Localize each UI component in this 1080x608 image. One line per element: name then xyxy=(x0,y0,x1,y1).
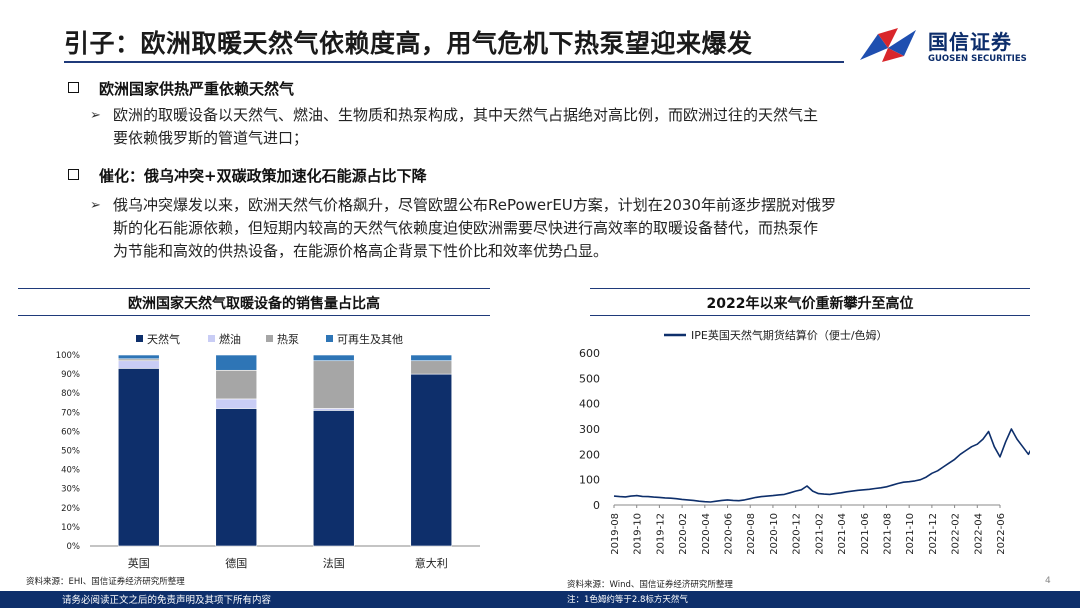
right-chart-source: 资料来源：Wind、国信证券经济研究所整理 xyxy=(567,580,733,590)
bar-segment xyxy=(215,398,258,409)
y-tick-label: 40% xyxy=(61,466,80,476)
x-tick-label: 2022-06 xyxy=(996,513,1007,555)
bar-segment xyxy=(117,368,160,547)
bar-segment xyxy=(215,408,258,547)
x-tick-label: 2021-04 xyxy=(837,513,848,555)
y-tick-label: 10% xyxy=(61,523,80,533)
legend-label-2: 热泵 xyxy=(277,333,299,346)
x-tick-label: 2022-02 xyxy=(951,513,962,555)
stacked-bar-chart: 天然气 燃油 热泵 可再生及其他 0% 10% 20% 30% 40% 50% 60% 70% 80% 9… xyxy=(56,332,480,570)
x-tick-label: 意大利 xyxy=(415,556,448,570)
right-chart-title: 2022年以来气价重新攀升至高位 xyxy=(706,296,914,312)
right-chart-note: 注：1色姆约等于2.8标方天然气 xyxy=(567,595,688,605)
x-tick-label: 2020-04 xyxy=(701,513,712,555)
x-tick-label: 2019-08 xyxy=(610,513,621,555)
legend-label-1: 燃油 xyxy=(219,332,241,346)
bar-segment xyxy=(117,354,160,360)
bar-segment xyxy=(312,410,355,547)
x-tick-label: 英国 xyxy=(128,556,150,570)
legend-label-0: 天然气 xyxy=(147,332,180,346)
guosen-logo: 国信证券 GUOSEN SECURITIES xyxy=(858,24,1038,68)
footer-disclaimer: 请务必阅读正文之后的免责声明及其项下所有内容 xyxy=(62,595,272,606)
x-tick-label: 2020-02 xyxy=(678,513,689,555)
y-tick-label: 70% xyxy=(61,408,80,418)
section1-body: 欧洲的取暖设备以天然气、燃油、生物质和热泵构成，其中天然气占据绝对高比例，而欧洲… xyxy=(113,104,818,150)
bar-segment xyxy=(312,360,355,409)
x-tick-label: 2022-04 xyxy=(973,513,984,555)
section1-heading-text: 欧洲国家供热严重依赖天然气 xyxy=(99,80,295,98)
y-tick-label: 0% xyxy=(67,542,81,552)
left-chart-source: 资料来源：EHI、国信证券经济研究所整理 xyxy=(26,577,185,587)
x-tick-label: 2020-10 xyxy=(769,513,780,555)
price-series-line xyxy=(613,428,1030,503)
section2-line2: 斯的化石能源依赖，但短期内较高的天然气依赖度迫使欧洲需要尽快进行高效率的取暖设备… xyxy=(113,219,819,237)
legend-label: IPE英国天然气期货结算价（便士/色姆） xyxy=(691,328,888,342)
section2-heading: 催化：俄乌冲突+双碳政策加速化石能源占比下降 xyxy=(68,165,427,186)
arrow-bullet-icon: ➢ xyxy=(90,108,101,123)
x-tick-label: 2021-10 xyxy=(905,513,916,555)
page-title: 引子：欧洲取暖天然气依赖度高，用气危机下热泵望迎来爆发 xyxy=(64,29,753,58)
legend-label-3: 可再生及其他 xyxy=(337,332,403,346)
legend-swatch-1 xyxy=(208,335,215,342)
y-tick-label: 100% xyxy=(56,351,80,361)
page-number: 4 xyxy=(1045,576,1051,586)
y-tick-label: 90% xyxy=(61,370,80,380)
title-underline xyxy=(64,61,844,63)
bar-segment xyxy=(215,354,258,371)
bar-segment xyxy=(312,354,355,362)
legend-swatch-2 xyxy=(266,335,273,342)
logo-mark-icon xyxy=(860,28,916,62)
y-tick-label: 80% xyxy=(61,389,80,399)
right-chart-title-rule xyxy=(590,315,1030,316)
section2-line1: 俄乌冲突爆发以来，欧洲天然气价格飙升，尽管欧盟公布RePowerEU方案，计划在… xyxy=(113,196,836,214)
y-tick-label: 50% xyxy=(61,447,80,457)
y-tick-label: 0 xyxy=(593,499,600,512)
y-tick-label: 600 xyxy=(579,347,600,360)
y-tick-label: 20% xyxy=(61,504,80,514)
x-tick-label: 2020-06 xyxy=(724,513,735,555)
bar-segment xyxy=(410,360,453,375)
section1-line2: 要依赖俄罗斯的管道气进口； xyxy=(113,129,309,147)
x-tick-label: 2019-10 xyxy=(633,513,644,555)
logo-chinese: 国信证券 xyxy=(928,30,1012,54)
left-chart-title: 欧洲国家天然气取暖设备的销售量占比高 xyxy=(128,296,380,312)
x-tick-label: 2019-12 xyxy=(655,513,666,555)
bar-segment xyxy=(117,360,160,369)
x-tick-label: 法国 xyxy=(323,556,345,570)
square-bullet-icon xyxy=(68,169,79,180)
x-tick-label: 2020-12 xyxy=(792,513,803,555)
x-tick-label: 2020-08 xyxy=(746,513,757,555)
y-tick-label: 200 xyxy=(579,448,600,461)
section2-heading-text: 催化：俄乌冲突+双碳政策加速化石能源占比下降 xyxy=(99,167,427,185)
x-tick-label: 2021-06 xyxy=(860,513,871,555)
bar-segment xyxy=(410,354,453,362)
x-tick-label: 2021-08 xyxy=(882,513,893,555)
x-tick-label: 2021-02 xyxy=(814,513,825,555)
square-bullet-icon xyxy=(68,82,79,93)
legend-swatch-3 xyxy=(326,335,333,342)
section2-body: 俄乌冲突爆发以来，欧洲天然气价格飙升，尽管欧盟公布RePowerEU方案，计划在… xyxy=(113,194,836,263)
x-tick-label: 德国 xyxy=(225,556,247,570)
y-tick-label: 30% xyxy=(61,485,80,495)
section2-line3: 为节能和高效的供热设备，在能源价格高企背景下性价比和效率优势凸显。 xyxy=(113,242,609,260)
section1-heading: 欧洲国家供热严重依赖天然气 xyxy=(68,78,294,99)
right-chart-top-rule xyxy=(590,288,1030,289)
x-tick-label: 2021-12 xyxy=(928,513,939,555)
left-chart-title-rule xyxy=(18,315,490,316)
y-tick-label: 400 xyxy=(579,398,600,411)
arrow-bullet-icon: ➢ xyxy=(90,198,101,213)
y-tick-label: 100 xyxy=(579,474,600,487)
y-tick-label: 300 xyxy=(579,423,600,436)
line-chart: IPE英国天然气期货结算价（便士/色姆） 0 100 200 300 400 500 600 2… xyxy=(579,328,1030,555)
left-chart-top-rule xyxy=(18,288,490,289)
bar-segment xyxy=(215,369,258,400)
bar-segment xyxy=(410,373,453,547)
y-tick-label: 500 xyxy=(579,372,600,385)
legend-swatch-0 xyxy=(136,335,143,342)
section1-line1: 欧洲的取暖设备以天然气、燃油、生物质和热泵构成，其中天然气占据绝对高比例，而欧洲… xyxy=(113,106,819,124)
footer-bar: 请务必阅读正文之后的免责声明及其项下所有内容 注：1色姆约等于2.8标方天然气 xyxy=(0,591,1080,608)
logo-english: GUOSEN SECURITIES xyxy=(928,54,1027,64)
y-tick-label: 60% xyxy=(61,427,80,437)
